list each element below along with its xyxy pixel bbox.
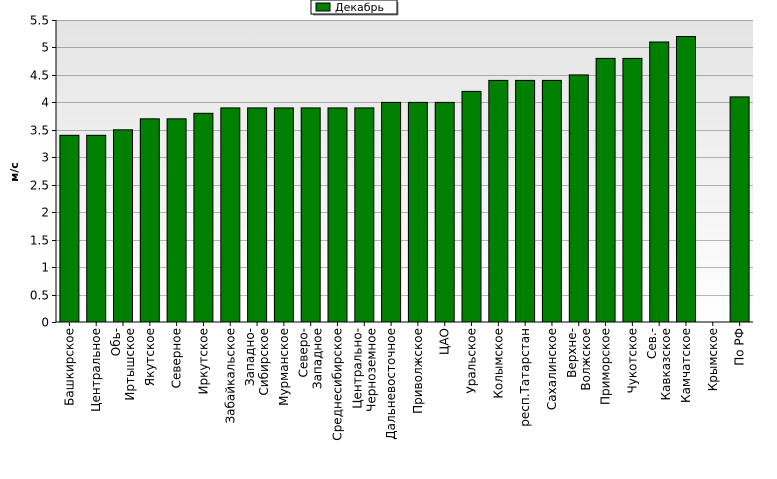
y-tick-label: 5 [41,41,49,55]
x-tick-label: Западное [311,328,325,389]
x-tick-label: Центрально- [350,328,364,409]
y-tick-label: 0 [41,316,49,330]
bar[interactable] [649,41,670,323]
x-tick-label: Камчатское [679,328,693,403]
x-tick-label: Башкирское [62,328,76,406]
bar[interactable] [86,134,107,323]
y-tick-label: 0.5 [30,289,49,303]
x-tick-label: Сибирское [257,328,271,396]
x-tick-label: ЦАО [438,328,452,355]
x-tick-label: Северное [170,328,184,388]
x-tick-label: Колымское [491,328,505,399]
y-axis-label: м/с [8,162,21,182]
bar[interactable] [327,107,348,323]
bar[interactable] [354,107,375,323]
bar[interactable] [488,79,509,323]
x-tick-label: Иртышское [123,328,137,401]
bar[interactable] [515,79,536,323]
x-tick-label: Приморское [599,328,613,405]
bar[interactable] [622,57,643,323]
x-tick-label: Дальневосточное [384,328,398,440]
x-tick-label: Волжское [579,328,593,391]
x-tick-label: Чукотское [625,328,639,393]
bar[interactable] [595,57,616,323]
bar[interactable] [300,107,321,323]
x-tick-label: Мурманское [277,328,291,406]
y-tick-label: 2 [41,206,49,220]
x-tick-label: Сев.- [645,328,659,359]
bar[interactable] [407,101,428,323]
y-tick-label: 1 [41,261,49,275]
y-tick-label: 5.5 [30,14,49,28]
x-tick-label: Северо- [297,328,311,378]
bar[interactable] [461,90,482,323]
x-tick-label: Забайкальское [223,328,237,424]
bar[interactable] [166,118,187,323]
x-tick-label: Среднесибирское [331,328,345,441]
bar[interactable] [381,101,402,323]
x-tick-label: Верхне- [565,328,579,378]
y-tick-label: 4.5 [30,69,49,83]
y-tick-label: 3.5 [30,124,49,138]
x-tick-label: Крымское [706,328,720,391]
legend-swatch [315,2,331,12]
bar[interactable] [113,129,133,323]
y-tick-label: 3 [41,151,49,165]
x-tick-label: Центральное [89,328,103,412]
y-tick-label: 4 [41,96,49,110]
bar[interactable] [568,74,589,323]
x-tick-label: Уральское [465,328,479,394]
x-tick-label: Западно- [243,328,257,386]
x-tick-label: Якутское [143,328,157,386]
y-tick-label: 2.5 [30,179,49,193]
bar[interactable] [193,112,214,323]
x-tick-label: Обь- [109,328,123,356]
bar[interactable] [220,107,241,323]
axes [55,20,753,323]
x-tick-label: По РФ [733,328,747,366]
legend[interactable]: Декабрь [310,0,399,16]
x-tick-label: респ.Татарстан [518,328,532,427]
plot-area [56,20,753,322]
x-tick-label: Черноземное [364,328,378,412]
bar[interactable] [676,36,696,323]
x-tick-label: Кавказское [659,328,673,401]
legend-box [310,0,398,15]
bar[interactable] [729,96,750,323]
x-tick-label: Приволжское [411,328,425,414]
bar[interactable] [59,134,80,323]
bar[interactable] [273,107,294,323]
bar[interactable] [247,107,268,323]
y-tick-label: 1.5 [30,234,49,248]
bar[interactable] [434,101,455,323]
legend-label: Декабрь [335,1,384,14]
x-tick-label: Иркутское [196,328,210,395]
y-tick-labels: 0 0.5 1 1.5 2 2.5 3 3.5 4 4.5 5 5.5 [30,14,56,330]
x-tick-labels: Башкирское Центральное Обь- Иртышское Якутск… [62,322,747,441]
bar[interactable] [541,79,562,323]
bar[interactable] [139,118,160,323]
x-tick-label: Сахалинское [545,328,559,410]
